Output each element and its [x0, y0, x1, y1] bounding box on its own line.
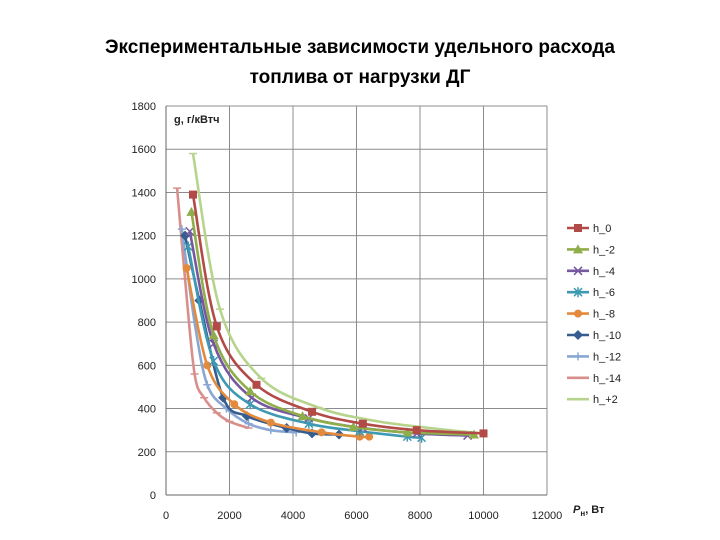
legend-item: h_-10 — [567, 330, 621, 342]
legend-swatch-marker — [573, 266, 583, 276]
series-h_-8 — [182, 264, 374, 441]
y-tick-label: 800 — [138, 317, 156, 329]
legend-label: h_-10 — [593, 330, 621, 342]
legend-item: h_0 — [567, 223, 611, 235]
data-point — [186, 206, 197, 216]
data-point — [252, 380, 261, 389]
series-h_0 — [188, 190, 488, 438]
data-point — [348, 421, 359, 431]
data-point — [297, 411, 308, 421]
data-point — [244, 419, 253, 428]
series-line — [191, 194, 484, 435]
data-point — [266, 418, 275, 427]
data-point — [209, 356, 219, 367]
data-point — [203, 361, 212, 370]
data-point — [365, 432, 374, 441]
data-point — [358, 419, 367, 428]
legend-label: h_0 — [593, 223, 611, 235]
x-axis-label: Pн, Вт — [573, 504, 605, 518]
legend-item: h_-2 — [567, 244, 615, 256]
x-tick-label: 6000 — [344, 510, 368, 522]
data-point — [182, 264, 191, 273]
y-tick-label: 1400 — [132, 187, 156, 199]
y-tick-label: 600 — [138, 360, 156, 372]
chart-title-line1: Экспериментальные зависимости удельного … — [105, 37, 615, 58]
x-axis-label-sub: н — [580, 509, 585, 518]
x-tick-label: 12000 — [532, 510, 563, 522]
chart-title-line2: топлива от нагрузки ДГ — [249, 67, 471, 88]
data-point — [188, 190, 197, 199]
legend: h_0 h_-2 h_-4 h_-6 h_-8 h_-10 h_-12 h_-14 h_+2 — [567, 223, 621, 406]
y-tick-label: 200 — [138, 447, 156, 459]
legend-label: h_-4 — [593, 266, 615, 278]
legend-item: h_-14 — [567, 373, 621, 385]
legend-swatch-marker — [573, 244, 583, 254]
x-axis-label-unit: , Вт — [585, 504, 605, 516]
legend-swatch-marker — [574, 309, 582, 318]
y-tick-label: 1000 — [132, 274, 156, 286]
x-tick-label: 4000 — [281, 510, 305, 522]
y-tick-label: 1200 — [132, 231, 156, 243]
data-point — [177, 225, 186, 234]
data-point — [402, 427, 413, 437]
x-axis-label-main: P — [573, 504, 581, 516]
series-h_-14 — [173, 187, 253, 430]
series-h_-2 — [186, 206, 479, 439]
series-line — [191, 153, 484, 435]
y-tick-label: 1800 — [132, 101, 156, 113]
data-point — [479, 429, 488, 438]
data-point — [203, 380, 212, 389]
legend-item: h_-8 — [567, 309, 615, 321]
legend-swatch-marker — [574, 352, 582, 361]
axes: 0 200 400 600 800 1000 1200 1400 1600 1800 0 2000 40… — [132, 101, 606, 522]
data-point — [245, 399, 255, 410]
data-point — [230, 400, 239, 409]
data-point — [266, 426, 275, 435]
x-tick-label: 8000 — [408, 510, 432, 522]
data-point — [317, 428, 326, 437]
y-tick-label: 400 — [138, 404, 156, 416]
legend-swatch-marker — [573, 330, 583, 340]
legend-label: h_-2 — [593, 244, 615, 256]
y-axis-label: g, г/кВтч — [174, 114, 220, 126]
data-point — [308, 407, 317, 416]
x-tick-label: 2000 — [217, 510, 241, 522]
data-point — [208, 330, 219, 340]
data-point — [212, 322, 221, 331]
legend-label: h_-8 — [593, 309, 615, 321]
legend-label: h_-12 — [593, 351, 621, 363]
series-h_-12 — [177, 225, 301, 437]
data-point — [355, 432, 364, 441]
x-tick-label: 0 — [163, 510, 169, 522]
legend-item: h_-4 — [567, 266, 615, 278]
legend-item: h_+2 — [567, 394, 618, 406]
y-tick-label: 1600 — [132, 144, 156, 156]
legend-label: h_-14 — [593, 373, 621, 385]
legend-swatch-marker — [574, 224, 582, 232]
legend-label: h_+2 — [593, 394, 618, 406]
x-tick-label: 10000 — [468, 510, 499, 522]
series-layer — [173, 152, 488, 443]
legend-swatch-marker — [573, 287, 583, 298]
legend-item: h_-12 — [567, 351, 621, 363]
data-point — [412, 426, 421, 435]
y-tick-label: 0 — [150, 490, 156, 502]
data-point — [245, 386, 256, 396]
data-point — [185, 226, 195, 236]
legend-label: h_-6 — [593, 287, 615, 299]
legend-item: h_-6 — [567, 287, 615, 299]
